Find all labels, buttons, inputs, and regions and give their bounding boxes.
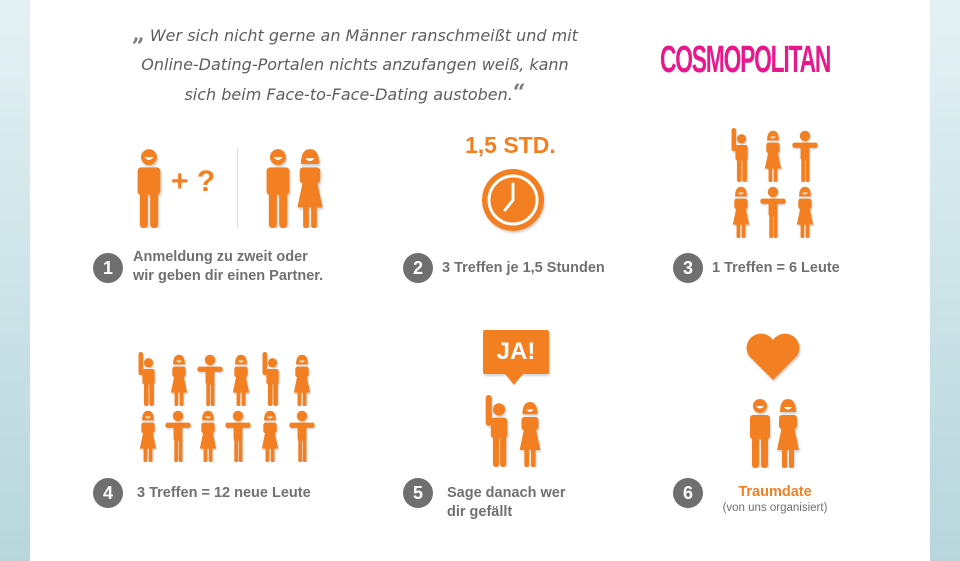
step-5-caption: Sage danach wer dir gefällt	[447, 484, 565, 522]
twelve-people-icon	[135, 352, 319, 464]
duration-label: 1,5 STD.	[465, 132, 556, 158]
plus-question-icon: + ?	[171, 165, 216, 198]
dream-couple-icon	[746, 398, 802, 468]
step-4-caption: 3 Treffen = 12 neue Leute	[137, 485, 311, 501]
single-man-icon	[133, 148, 165, 228]
dream-date-label: Traumdate	[738, 484, 812, 500]
quote: „ Wer sich nicht gerne an Männer ranschm…	[90, 20, 620, 109]
speech-bubble-tail	[505, 374, 523, 385]
caption-line: wir geben dir einen Partner.	[133, 268, 324, 284]
quote-line-3: sich beim Face-to-Face-Dating austoben.	[184, 85, 513, 104]
couple-icon	[262, 148, 328, 228]
step-1-caption: Anmeldung zu zweit oder wir geben dir ei…	[133, 248, 323, 286]
caption-line: Anmeldung zu zweit oder	[133, 249, 308, 265]
step-number-3: 3	[673, 253, 703, 283]
step-2-caption: 3 Treffen je 1,5 Stunden	[442, 260, 605, 276]
step-number-6: 6	[673, 478, 703, 508]
quote-line-1: Wer sich nicht gerne an Männer ranschmei…	[149, 26, 578, 45]
step-number-1: 1	[93, 253, 123, 283]
caption-line: dir gefällt	[447, 504, 513, 520]
close-quote-mark: “	[512, 80, 526, 106]
cosmopolitan-logo: COSMOPOLITAN	[660, 39, 831, 81]
six-people-icon	[728, 128, 820, 240]
dream-date-note: (von uns organisiert)	[722, 502, 828, 514]
divider	[237, 148, 238, 228]
step-number-2: 2	[403, 253, 433, 283]
clock-icon	[482, 169, 544, 231]
speech-bubble-icon: JA!	[483, 330, 549, 385]
step-number-5: 5	[403, 478, 433, 508]
speech-bubble-text: JA!	[496, 338, 536, 365]
step-number-4: 4	[93, 478, 123, 508]
caption-line: Sage danach wer	[447, 485, 566, 501]
step-6-caption: Traumdate (von uns organisiert)	[705, 483, 845, 516]
step-3-caption: 1 Treffen = 6 Leute	[712, 260, 840, 276]
heart-icon	[746, 333, 800, 380]
infographic-panel	[30, 0, 930, 561]
choosing-couple-icon	[482, 395, 548, 467]
quote-line-2: Online-Dating-Portalen nichts anzufangen…	[141, 55, 569, 74]
open-quote-mark: „	[132, 21, 145, 47]
